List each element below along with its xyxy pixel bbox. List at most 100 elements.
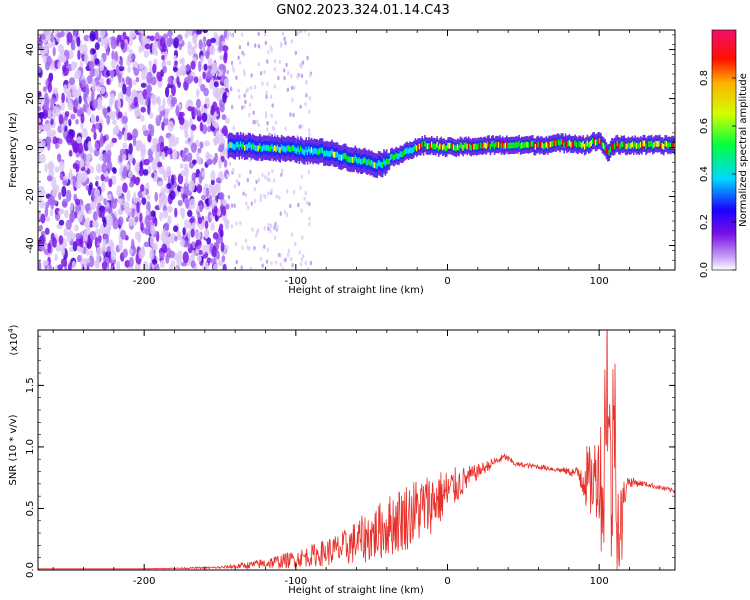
spectrogram-speckle (76, 254, 82, 263)
spectrogram-speckle (213, 183, 220, 192)
spectrogram-speckle (177, 173, 184, 185)
spectrogram-streak (255, 179, 258, 185)
figure-title: GN02.2023.324.01.14.C43 (276, 3, 450, 18)
spectrogram-band-core (627, 142, 630, 149)
spectrogram-streak (309, 260, 313, 266)
spectrogram-band-core (571, 141, 574, 148)
spectrogram-band-core (669, 142, 672, 149)
spectrogram-band-core (395, 152, 398, 159)
snr-y-tick-label: 1.5 (25, 377, 36, 393)
spectrogram-speckle (40, 213, 46, 224)
spectrogram-speckle (167, 30, 173, 38)
spectrogram-band-core (373, 162, 376, 169)
spectrogram-speckle (125, 95, 130, 102)
snr-y-tick-label: 1.0 (25, 439, 36, 455)
spectrogram-speckle (56, 107, 61, 119)
spectrogram-band-core (577, 142, 579, 149)
spectrogram-speckle (146, 201, 151, 213)
spectrogram-speckle (150, 124, 155, 137)
spectrogram-band-core (279, 147, 282, 153)
spectrogram-speckle (135, 76, 140, 83)
spectrogram-speckle (44, 92, 49, 103)
spectrogram-band-core (463, 142, 466, 149)
spectrogram-band-core (452, 144, 455, 151)
spectrogram-speckle (125, 216, 130, 223)
spectrogram-speckle (46, 175, 53, 182)
spectrogram-speckle (187, 209, 193, 218)
spectrogram-speckle (200, 55, 204, 64)
spectrogram-speckle (134, 263, 140, 270)
spectrogram-band-core (280, 144, 283, 151)
spectrogram-band-core (462, 144, 464, 151)
spectrogram-speckle (45, 216, 51, 222)
spectrogram-speckle (209, 79, 214, 90)
spectrogram-speckle (140, 106, 146, 113)
spectrogram-streak (257, 122, 260, 128)
spectrogram-band-core (377, 160, 380, 167)
spectrogram-band-core (339, 154, 342, 161)
spectrogram-streak (298, 124, 301, 130)
spectrogram-speckle (52, 46, 56, 57)
spectrogram-streak (243, 93, 246, 98)
spectrogram-speckle (202, 244, 206, 255)
spectrogram-streak (306, 55, 309, 61)
spectrogram-speckle (147, 104, 151, 115)
spectrogram-speckle (170, 97, 176, 108)
spectrogram-speckle (59, 160, 65, 172)
spectrogram-speckle (117, 131, 123, 140)
spectrogram-speckle (47, 109, 52, 118)
spectrogram-band-core (597, 137, 600, 144)
spectrogram-speckle (182, 184, 190, 195)
spectrogram-streak (254, 43, 257, 48)
spectrogram-band-core (634, 140, 636, 147)
spectrogram-band-core (432, 143, 434, 150)
spectrogram-speckle (38, 117, 41, 125)
spectrogram-speckle (83, 230, 88, 242)
spectrogram-band-core (320, 147, 323, 154)
spectrogram-speckle (140, 114, 145, 122)
spectrogram-band-core (370, 159, 373, 166)
spectrogram-band-core (233, 143, 235, 150)
colorbar-frame (711, 29, 737, 271)
spectrogram-speckle (108, 178, 113, 188)
spectrogram-y-tick-label: -40 (25, 237, 36, 253)
spectrogram-speckle (98, 155, 104, 161)
spectrogram-streak (253, 245, 256, 251)
spectrogram-speckle (145, 95, 149, 106)
spectrogram-speckle (206, 38, 212, 47)
spectrogram-speckle (156, 142, 161, 153)
spectrogram-streak (279, 41, 283, 47)
spectrogram-streak (285, 212, 289, 218)
spectrogram-streak (235, 221, 238, 226)
spectrogram-speckle (161, 151, 166, 161)
spectrogram-speckle (219, 135, 224, 145)
spectrogram-speckle (140, 222, 144, 232)
spectrogram-streak (269, 223, 273, 228)
spectrogram-streak (267, 226, 270, 231)
spectrogram-speckle (85, 249, 90, 256)
spectrogram-speckle (73, 145, 79, 154)
spectrogram-speckle (132, 128, 139, 139)
spectrogram-band-core (527, 142, 530, 149)
spectrogram-streak (249, 169, 252, 175)
spectrogram-streak (294, 242, 297, 247)
spectrogram-streak (307, 169, 311, 175)
spectrogram-speckle (191, 249, 196, 261)
spectrogram-speckle (198, 75, 202, 88)
spectrogram-streak (308, 201, 311, 207)
spectrogram-speckle (91, 90, 95, 101)
spectrogram-speckle (60, 30, 65, 38)
spectrogram-streak (267, 222, 270, 228)
spectrogram-band-core (575, 141, 578, 148)
spectrogram-band-core (458, 144, 460, 151)
spectrogram-speckle (198, 60, 202, 72)
spectrogram-streak (261, 172, 264, 178)
spectrogram-speckle (172, 66, 178, 72)
spectrogram-streak (250, 201, 253, 206)
spectrogram-band-core (317, 149, 320, 156)
spectrogram-band-core (294, 147, 297, 154)
spectrogram-speckle (111, 58, 117, 69)
spectrogram-streak (277, 252, 281, 258)
spectrogram-band-core (538, 143, 541, 149)
spectrogram-speckle (60, 258, 68, 267)
